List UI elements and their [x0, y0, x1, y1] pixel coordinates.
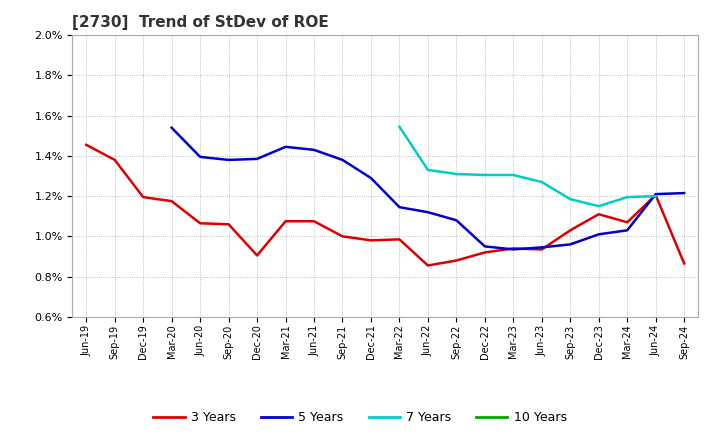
3 Years: [509, 246, 518, 251]
3 Years: [225, 222, 233, 227]
5 Years: [652, 191, 660, 197]
5 Years: [167, 125, 176, 130]
5 Years: [196, 154, 204, 160]
3 Years: [623, 220, 631, 225]
7 Years: [395, 124, 404, 129]
7 Years: [423, 167, 432, 172]
3 Years: [282, 219, 290, 224]
3 Years: [139, 194, 148, 200]
3 Years: [480, 250, 489, 255]
3 Years: [110, 157, 119, 162]
5 Years: [452, 218, 461, 223]
3 Years: [566, 227, 575, 233]
5 Years: [253, 156, 261, 161]
3 Years: [423, 263, 432, 268]
3 Years: [310, 219, 318, 224]
7 Years: [623, 194, 631, 200]
7 Years: [652, 194, 660, 199]
Legend: 3 Years, 5 Years, 7 Years, 10 Years: 3 Years, 5 Years, 7 Years, 10 Years: [148, 407, 572, 429]
Line: 7 Years: 7 Years: [400, 127, 656, 206]
5 Years: [480, 244, 489, 249]
3 Years: [82, 142, 91, 147]
3 Years: [595, 212, 603, 217]
7 Years: [595, 204, 603, 209]
Line: 5 Years: 5 Years: [171, 128, 684, 249]
7 Years: [452, 171, 461, 176]
3 Years: [452, 258, 461, 263]
7 Years: [509, 172, 518, 178]
5 Years: [338, 157, 347, 162]
5 Years: [366, 176, 375, 181]
Line: 3 Years: 3 Years: [86, 145, 684, 265]
7 Years: [566, 197, 575, 202]
5 Years: [680, 191, 688, 196]
3 Years: [652, 192, 660, 198]
5 Years: [566, 242, 575, 247]
3 Years: [395, 237, 404, 242]
5 Years: [509, 247, 518, 252]
5 Years: [282, 144, 290, 150]
5 Years: [310, 147, 318, 153]
5 Years: [395, 205, 404, 210]
3 Years: [680, 261, 688, 266]
7 Years: [480, 172, 489, 178]
Text: [2730]  Trend of StDev of ROE: [2730] Trend of StDev of ROE: [72, 15, 329, 30]
3 Years: [167, 198, 176, 204]
3 Years: [253, 253, 261, 258]
5 Years: [225, 157, 233, 162]
3 Years: [366, 238, 375, 243]
5 Years: [423, 209, 432, 215]
3 Years: [338, 234, 347, 239]
3 Years: [537, 247, 546, 252]
5 Years: [623, 227, 631, 233]
3 Years: [196, 220, 204, 226]
5 Years: [537, 245, 546, 250]
7 Years: [537, 180, 546, 185]
5 Years: [595, 232, 603, 237]
